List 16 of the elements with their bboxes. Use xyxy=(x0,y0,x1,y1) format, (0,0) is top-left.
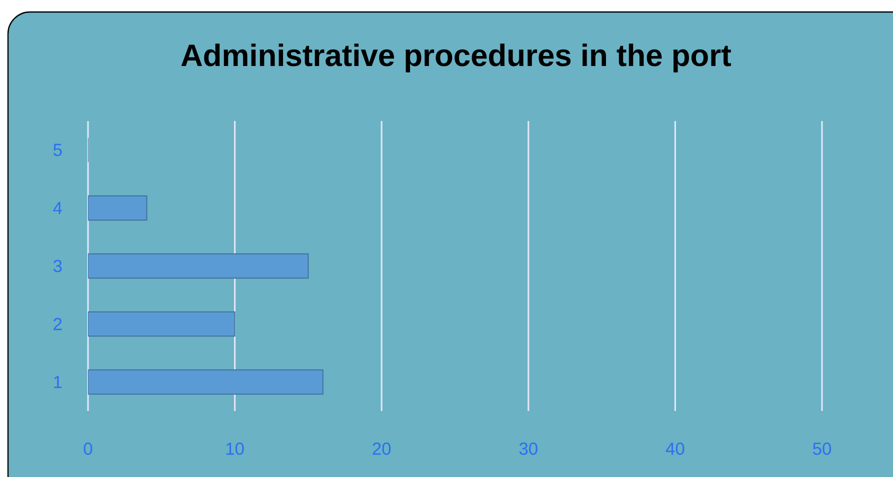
bar xyxy=(88,195,148,221)
y-tick-label: 3 xyxy=(53,260,62,272)
y-tick-label: 5 xyxy=(53,144,62,156)
bar xyxy=(88,311,236,337)
y-tick-label: 1 xyxy=(54,376,62,388)
x-tick-label: 30 xyxy=(519,442,538,455)
bar xyxy=(88,369,324,395)
y-tick-label: 4 xyxy=(53,202,62,214)
y-tick-label: 2 xyxy=(54,318,62,330)
chart-title: Administrative procedures in the port xyxy=(181,44,732,72)
x-tick-label: 0 xyxy=(84,442,92,455)
x-tick-label: 20 xyxy=(372,442,391,455)
x-tick-label: 50 xyxy=(813,442,832,455)
x-tick-label: 40 xyxy=(666,442,684,455)
x-tick-label: 10 xyxy=(226,442,244,455)
bar xyxy=(88,253,309,279)
